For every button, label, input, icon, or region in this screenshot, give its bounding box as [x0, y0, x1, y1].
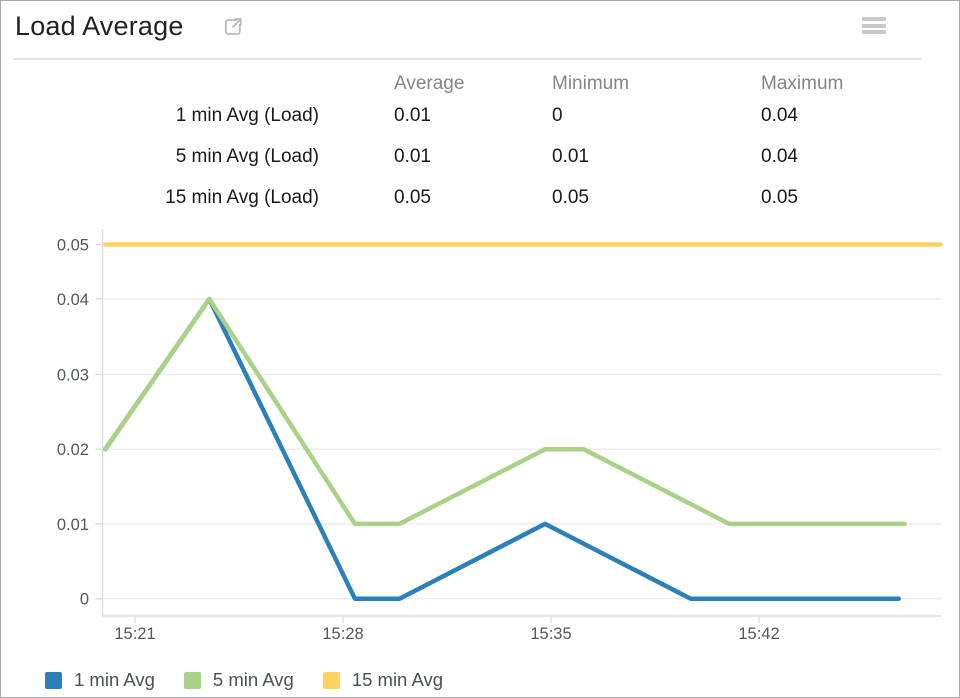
- legend-label: 5 min Avg: [212, 669, 294, 690]
- axes-and-ticks: [95, 229, 941, 623]
- row-minimum-value: 0.05: [552, 187, 589, 208]
- row-maximum-value: 0.04: [761, 146, 798, 167]
- menu-bar: [862, 17, 886, 21]
- row-minimum-value: 0: [552, 105, 563, 126]
- row-label: 1 min Avg (Load): [175, 105, 319, 126]
- y-tick-label: 0.02: [57, 441, 89, 459]
- table-row: 1 min Avg (Load) 0.01 0 0.04: [1, 105, 959, 132]
- external-link-icon-glyph: [224, 18, 242, 35]
- column-header-maximum: Maximum: [761, 73, 844, 94]
- x-tick-label: 15:35: [530, 625, 571, 643]
- column-header-average: Average: [394, 73, 465, 94]
- series-lines: [103, 242, 943, 601]
- y-tick-label: 0.04: [57, 291, 89, 309]
- hamburger-menu-icon[interactable]: [862, 17, 886, 35]
- load-average-line-chart[interactable]: 0 0.01 0.02 0.03 0.04 0.05 15:21 15:28 15:35 15:4…: [1, 216, 960, 651]
- legend-item-15-min-avg[interactable]: 15 min Avg: [322, 669, 444, 691]
- y-tick-label: 0.03: [57, 367, 89, 385]
- row-maximum-value: 0.04: [761, 105, 798, 126]
- page-title: Load Average: [15, 11, 184, 41]
- row-average-value: 0.05: [394, 187, 431, 208]
- legend-swatch-green: [183, 671, 201, 689]
- stats-header-row: Average Minimum Maximum: [1, 73, 959, 100]
- x-axis-tick-labels: 15:21 15:28 15:35 15:42: [114, 625, 779, 643]
- x-tick-label: 15:21: [114, 625, 155, 643]
- legend-item-5-min-avg[interactable]: 5 min Avg: [183, 669, 294, 691]
- legend-item-1-min-avg[interactable]: 1 min Avg: [45, 669, 155, 691]
- table-row: 15 min Avg (Load) 0.05 0.05 0.05: [1, 187, 959, 214]
- y-axis-tick-labels: 0 0.01 0.02 0.03 0.04 0.05: [57, 237, 89, 609]
- y-tick-label: 0.05: [57, 237, 89, 255]
- y-tick-label: 0.01: [57, 516, 89, 534]
- row-average-value: 0.01: [394, 105, 431, 126]
- gridlines: [102, 243, 941, 600]
- table-row: 5 min Avg (Load) 0.01 0.01 0.04: [1, 146, 959, 173]
- column-header-minimum: Minimum: [552, 73, 630, 94]
- row-label: 15 min Avg (Load): [165, 187, 319, 208]
- row-label: 5 min Avg (Load): [175, 146, 319, 167]
- menu-bar: [862, 30, 886, 34]
- y-tick-label: 0: [80, 591, 89, 609]
- header-divider: [13, 58, 921, 60]
- x-tick-label: 15:42: [738, 625, 779, 643]
- row-minimum-value: 0.01: [552, 146, 589, 167]
- menu-bar: [862, 23, 886, 28]
- legend-swatch-yellow: [322, 671, 340, 689]
- external-link-icon[interactable]: [222, 16, 244, 38]
- legend-label: 1 min Avg: [74, 669, 155, 690]
- legend-label: 15 min Avg: [351, 669, 444, 690]
- row-average-value: 0.01: [394, 146, 431, 167]
- row-maximum-value: 0.05: [761, 187, 798, 208]
- chart-legend: 1 min Avg 5 min Avg 15 min Avg: [45, 665, 443, 695]
- x-tick-label: 15:28: [322, 625, 363, 643]
- legend-swatch-blue: [45, 671, 62, 689]
- series-line-5-min-avg: [103, 296, 907, 527]
